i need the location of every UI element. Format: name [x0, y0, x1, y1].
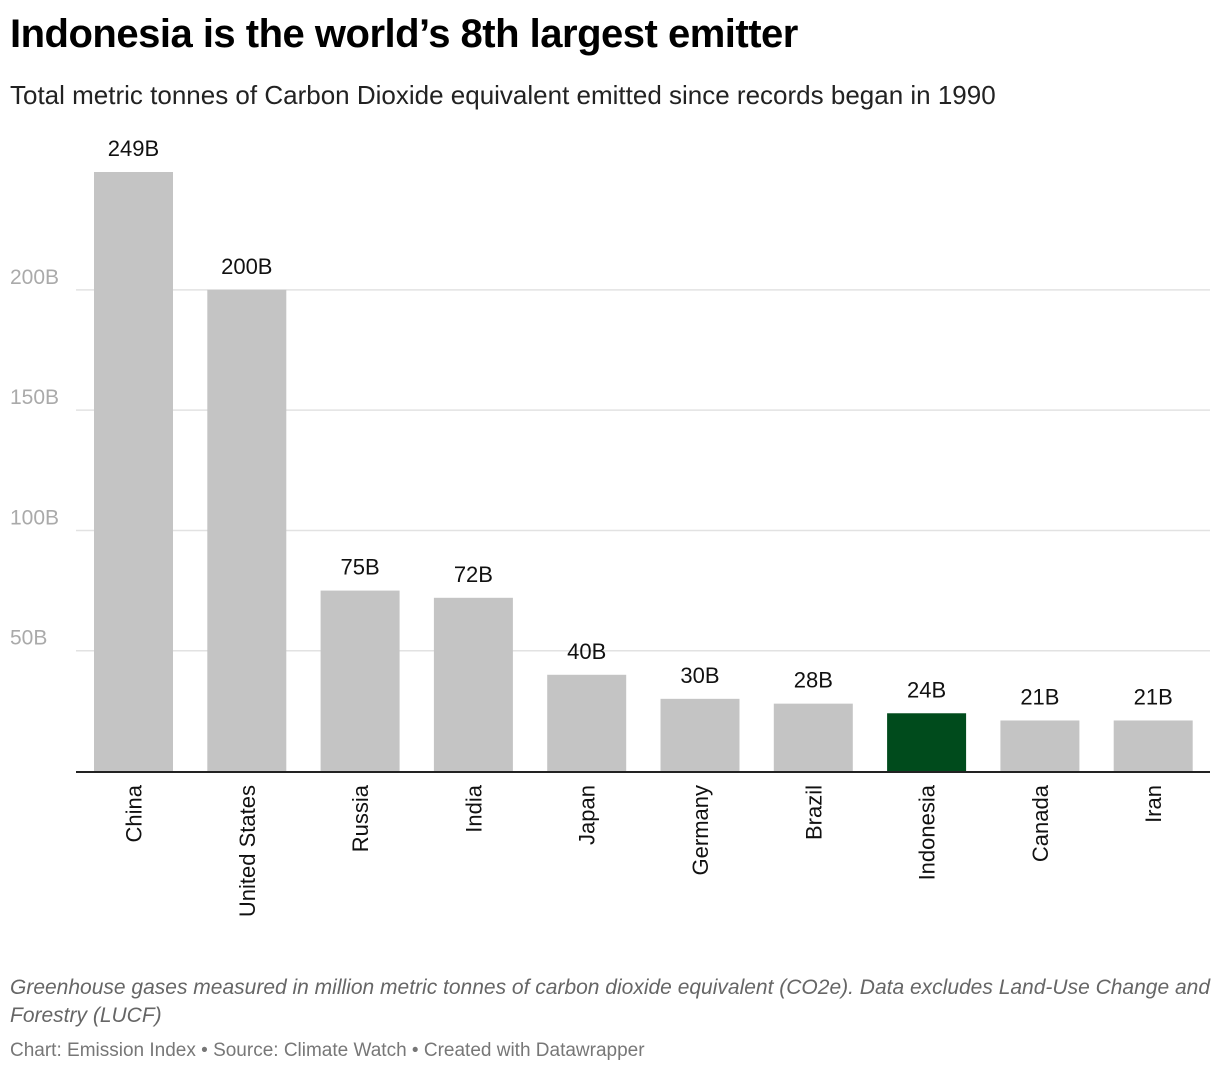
x-tick-label: Russia — [348, 784, 373, 852]
bar-value-label: 249B — [108, 136, 159, 161]
x-tick-label: Germany — [688, 785, 713, 875]
bar-value-label: 21B — [1134, 684, 1173, 709]
y-tick-label: 100B — [10, 506, 59, 529]
bar — [547, 674, 627, 771]
x-tick-label: Canada — [1028, 784, 1053, 862]
bar — [887, 713, 967, 771]
bar-value-label: 24B — [907, 677, 946, 702]
bar — [660, 698, 740, 771]
bar — [320, 590, 400, 771]
bar — [1113, 720, 1193, 771]
chart-source: Chart: Emission Index • Source: Climate … — [10, 1040, 645, 1061]
x-tick-label: Japan — [575, 785, 600, 845]
y-tick-label: 50B — [10, 627, 47, 650]
bar-value-label: 21B — [1020, 684, 1059, 709]
x-tick-label: Indonesia — [915, 784, 940, 880]
page-title: Indonesia is the world’s 8th largest emi… — [10, 12, 798, 56]
bar-value-label: 40B — [567, 639, 606, 664]
bar — [207, 289, 287, 771]
x-tick-label: China — [122, 784, 147, 842]
bar-value-label: 75B — [341, 555, 380, 580]
bar-chart: 50B 100B 150B 200B 249B China 200B United State… — [10, 136, 1210, 917]
bar — [94, 172, 173, 771]
x-tick-label: United States — [235, 785, 260, 917]
y-tick-label: 200B — [10, 266, 59, 289]
chart-footnote: Greenhouse gases measured in million met… — [10, 976, 1211, 1027]
x-tick-label: Brazil — [801, 785, 826, 840]
bar-value-label: 28B — [794, 668, 833, 693]
page-subtitle: Total metric tonnes of Carbon Dioxide eq… — [10, 80, 996, 110]
x-tick-label: Iran — [1141, 785, 1166, 823]
bar-value-label: 72B — [454, 562, 493, 587]
y-tick-label: 150B — [10, 386, 59, 409]
bar — [1000, 720, 1080, 771]
bar — [433, 597, 513, 771]
bar-value-label: 200B — [221, 254, 272, 279]
bar — [773, 703, 853, 771]
bar-value-label: 30B — [680, 663, 719, 688]
x-tick-label: India — [461, 784, 486, 832]
